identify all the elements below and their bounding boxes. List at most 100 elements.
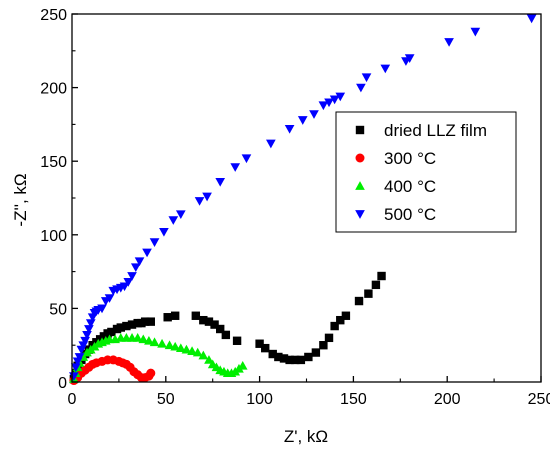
data-point-s3-6	[80, 336, 90, 346]
data-point-s0-36	[296, 355, 306, 365]
y-axis-label: -Z'', kΩ	[11, 173, 30, 226]
data-point-s3-28	[168, 216, 179, 225]
data-point-s2-28	[204, 355, 214, 364]
data-point-s3-41	[329, 95, 340, 105]
data-point-s0-21	[170, 311, 180, 320]
data-point-s2-21	[164, 340, 175, 350]
legend-box	[335, 111, 517, 233]
data-point-s3-34	[241, 154, 252, 164]
data-point-s0-45	[364, 289, 373, 298]
data-point-s3-36	[284, 124, 295, 134]
y-tick-label-3: 150	[40, 154, 67, 171]
x-tick-label-0: 0	[68, 391, 77, 408]
data-point-s0-34	[285, 355, 294, 365]
data-point-s3-42	[335, 92, 346, 102]
legend-marker-1	[355, 153, 365, 163]
data-point-s1-19	[146, 368, 156, 378]
data-point-s3-32	[215, 177, 226, 187]
axes: 0 50 100 150 200 250 0 50 100 150 200 250	[40, 7, 550, 408]
data-point-s3-37	[297, 116, 308, 125]
data-point-s0-38	[311, 348, 321, 357]
data-point-s3-9	[85, 319, 96, 328]
data-point-s2-17	[138, 334, 149, 344]
data-point-s3-33	[230, 163, 241, 172]
data-point-s0-35	[291, 355, 300, 365]
data-point-s0-20	[163, 313, 172, 322]
data-point-s3-27	[159, 227, 169, 237]
data-point-s3-39	[318, 101, 329, 111]
data-point-s0-26	[216, 324, 225, 334]
data-point-s3-3	[74, 353, 85, 362]
data-point-s0-18	[140, 317, 150, 326]
data-point-s0-22	[191, 311, 201, 320]
data-point-s0-27	[221, 330, 231, 340]
data-point-s0-30	[261, 343, 270, 353]
data-point-s3-20	[119, 282, 130, 292]
legend-label-0: dried LLZ film	[384, 121, 487, 140]
data-point-s3-23	[130, 263, 141, 273]
y-tick-label-2: 100	[40, 228, 67, 245]
data-point-s0-29	[255, 339, 264, 348]
data-point-s2-25	[187, 346, 197, 355]
data-point-s0-39	[319, 341, 328, 350]
legend-marker-3	[355, 210, 365, 219]
data-point-s2-27	[198, 350, 209, 360]
data-point-s3-44	[361, 73, 372, 83]
data-point-s0-28	[232, 336, 242, 345]
legend-marker-0	[355, 125, 365, 135]
data-point-s0-43	[341, 311, 351, 320]
y-tick-label-1: 50	[49, 301, 67, 318]
data-point-s3-38	[309, 110, 319, 119]
data-point-s0-33	[279, 354, 289, 363]
legend-marker-2	[355, 181, 365, 190]
data-point-s3-24	[134, 257, 145, 267]
legend-label-2: 400 °C	[384, 177, 436, 196]
data-point-s0-24	[204, 317, 214, 326]
data-point-s3-30	[194, 197, 205, 206]
data-point-s3-22	[127, 272, 137, 281]
data-point-s3-8	[84, 325, 94, 334]
data-point-s0-19	[146, 317, 155, 326]
y-tick-label-0: 0	[58, 375, 67, 392]
data-point-s3-29	[175, 210, 186, 220]
x-tick-label-2: 100	[246, 391, 273, 408]
data-point-s3-25	[142, 248, 152, 258]
data-point-s0-32	[274, 352, 283, 362]
data-point-s2-20	[157, 338, 167, 348]
y-tick-label-5: 250	[40, 7, 67, 24]
data-point-s3-49	[470, 27, 481, 37]
x-tick-label-3: 150	[340, 391, 367, 408]
data-point-s3-40	[324, 98, 334, 108]
data-point-s2-26	[192, 347, 203, 357]
data-point-s0-15	[127, 320, 137, 329]
data-point-s0-13	[116, 323, 125, 332]
data-point-s2-18	[144, 335, 154, 345]
data-point-s2-37	[237, 360, 248, 370]
data-point-s3-35	[266, 139, 276, 149]
x-tick-label-4: 200	[434, 391, 461, 408]
data-point-s2-19	[149, 337, 160, 347]
data-point-s3-50	[526, 14, 537, 24]
data-point-s0-47	[377, 271, 386, 281]
data-point-s3-7	[82, 331, 92, 340]
data-point-s0-25	[210, 320, 219, 329]
data-point-s0-42	[336, 315, 345, 325]
series-0	[69, 271, 386, 384]
data-point-s0-14	[122, 321, 131, 331]
data-point-s0-40	[324, 333, 334, 343]
data-point-s3-26	[149, 238, 160, 247]
data-point-s0-46	[371, 280, 381, 290]
data-point-s3-16	[104, 294, 115, 303]
x-axis-label: Z', kΩ	[284, 427, 328, 446]
legend-label-3: 500 °C	[384, 205, 436, 224]
data-point-s3-48	[444, 38, 454, 47]
data-point-s3-1	[70, 363, 81, 373]
data-point-s2-16	[132, 333, 143, 342]
data-point-s2-24	[181, 344, 192, 354]
plot-area	[69, 14, 537, 386]
data-point-s0-31	[268, 349, 277, 359]
x-tick-label-5: 250	[528, 391, 550, 408]
series-3	[69, 14, 537, 381]
data-point-s2-23	[175, 343, 186, 353]
